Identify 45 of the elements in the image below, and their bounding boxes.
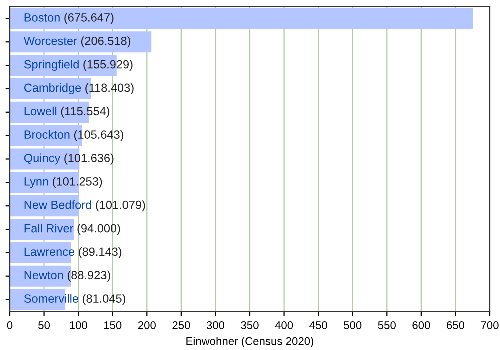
- data-label: (101.636): [64, 154, 114, 165]
- y-tick-label: Springfield: [24, 60, 79, 72]
- x-tick-label: 350: [241, 322, 259, 330]
- bar: [10, 218, 74, 240]
- data-label: (101.079): [96, 200, 146, 212]
- y-tick-label: New Bedford: [24, 200, 92, 210]
- y-tick-label: Lowell: [24, 106, 57, 116]
- data-label: (94.000): [78, 224, 120, 236]
- data-label: (155.929): [84, 60, 133, 72]
- x-tick-label: 400: [275, 322, 294, 330]
- y-tick-label: Lawrence: [24, 248, 75, 256]
- y-tick-label: Newton: [24, 271, 64, 280]
- x-tick-label: 550: [378, 322, 396, 330]
- y-tick-label: Worcester: [24, 37, 78, 46]
- x-tick-label: 150: [104, 322, 122, 330]
- data-label: (105.643): [74, 130, 124, 142]
- data-label: (115.554): [61, 106, 110, 118]
- y-tick-label: Boston: [24, 14, 60, 22]
- data-label: (89.143): [79, 247, 122, 258]
- data-label: (206.518): [81, 36, 131, 48]
- data-label: (118.403): [86, 83, 134, 94]
- x-tick-label: 200: [138, 322, 156, 330]
- y-tick-label: Somerville: [24, 294, 78, 303]
- data-label: (101.253): [53, 177, 102, 188]
- x-tick-label: 450: [310, 322, 328, 330]
- bar: [10, 32, 152, 53]
- data-label: (81.045): [83, 294, 126, 306]
- x-tick-label: 500: [344, 322, 362, 330]
- x-tick-label: 650: [447, 322, 465, 330]
- x-tick-label: 0: [7, 322, 13, 330]
- y-tick-label: Fall River: [24, 224, 74, 233]
- bar: [10, 8, 474, 30]
- x-tick-label: 300: [206, 322, 225, 330]
- y-tick-label: Lynn: [24, 178, 48, 188]
- y-tick-label: Cambridge: [24, 83, 82, 94]
- x-tick-label: 600: [412, 322, 430, 330]
- y-tick-label: Quincy: [24, 154, 61, 165]
- x-axis-title: Einwohner (Census 2020): [186, 337, 314, 348]
- y-tick-label: Brockton: [24, 130, 70, 139]
- x-tick-label: 250: [172, 322, 190, 330]
- x-tick-label: 700: [481, 322, 499, 330]
- data-label: (88.923): [68, 270, 110, 282]
- x-tick-label: 100: [70, 322, 88, 330]
- data-label: (675.647): [64, 13, 114, 24]
- x-tick-label: 50: [38, 322, 50, 330]
